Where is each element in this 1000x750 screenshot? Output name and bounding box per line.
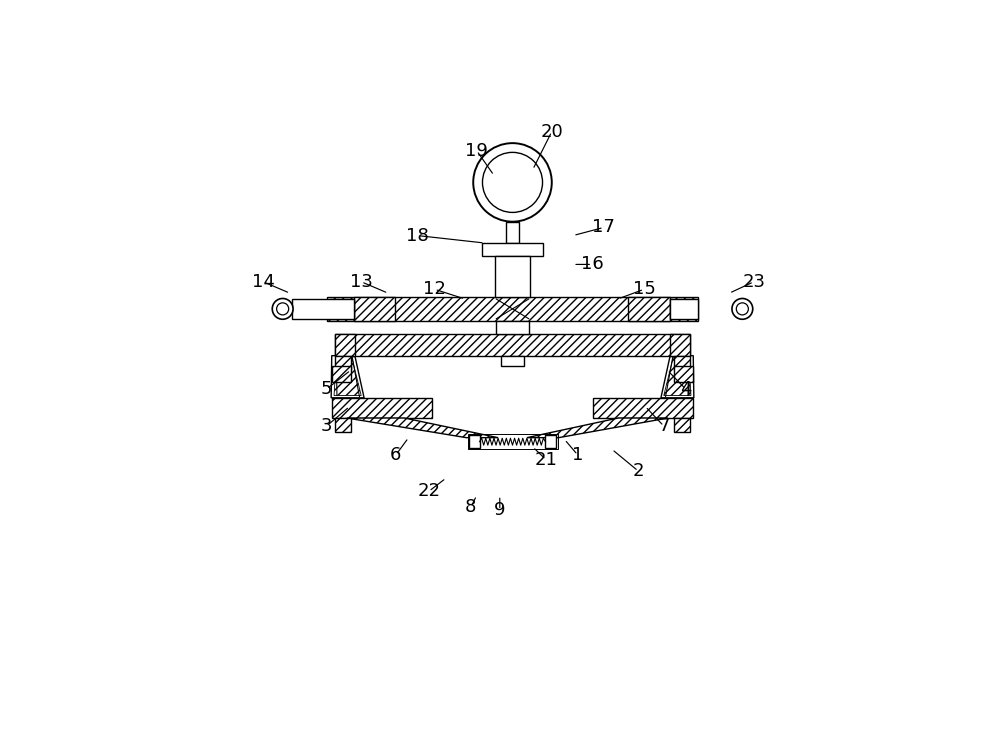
Text: 20: 20 (540, 122, 563, 140)
Text: 16: 16 (581, 256, 604, 274)
Text: 7: 7 (658, 417, 670, 435)
Polygon shape (347, 418, 498, 438)
Circle shape (272, 298, 293, 320)
Bar (332, 366, 351, 382)
Text: 17: 17 (592, 218, 615, 236)
Text: 21: 21 (535, 451, 557, 469)
Bar (335, 356, 351, 370)
Bar (501, 356, 524, 366)
Bar (335, 334, 690, 356)
Text: 4: 4 (680, 380, 692, 398)
Bar (469, 435, 480, 448)
Text: 2: 2 (633, 462, 644, 480)
Bar (495, 256, 530, 297)
Bar (327, 297, 698, 321)
Bar (335, 418, 351, 433)
Bar (674, 418, 690, 433)
Circle shape (277, 303, 289, 315)
Circle shape (482, 152, 543, 212)
Bar (292, 299, 354, 319)
Bar (354, 297, 395, 321)
Circle shape (473, 143, 552, 222)
Circle shape (732, 298, 753, 320)
Bar (335, 334, 355, 356)
Circle shape (736, 303, 748, 315)
Polygon shape (661, 356, 694, 398)
Bar (593, 398, 693, 418)
Text: 13: 13 (350, 273, 373, 291)
Bar (670, 299, 698, 319)
Bar (506, 222, 519, 243)
Bar (670, 334, 690, 356)
Bar (545, 435, 556, 448)
Text: 5: 5 (321, 380, 332, 398)
Bar (329, 299, 354, 319)
Bar (628, 297, 670, 321)
Text: 3: 3 (321, 417, 332, 435)
Text: 23: 23 (742, 273, 765, 291)
Polygon shape (527, 418, 668, 438)
Text: 12: 12 (423, 280, 446, 298)
Polygon shape (331, 356, 364, 398)
Polygon shape (334, 358, 361, 395)
Bar (496, 321, 529, 334)
Bar (332, 398, 432, 418)
Text: 6: 6 (390, 446, 402, 464)
Bar (670, 299, 696, 319)
Bar (674, 366, 693, 382)
Text: 14: 14 (252, 273, 274, 291)
Bar (674, 356, 690, 370)
Text: 1: 1 (572, 446, 583, 464)
Bar (482, 243, 543, 256)
Text: 19: 19 (465, 142, 488, 160)
Text: 18: 18 (406, 226, 429, 244)
Text: 8: 8 (465, 498, 477, 516)
Text: 15: 15 (633, 280, 656, 298)
Text: 22: 22 (417, 482, 440, 500)
Bar (468, 434, 558, 449)
Polygon shape (664, 358, 691, 395)
Text: 9: 9 (494, 502, 506, 520)
